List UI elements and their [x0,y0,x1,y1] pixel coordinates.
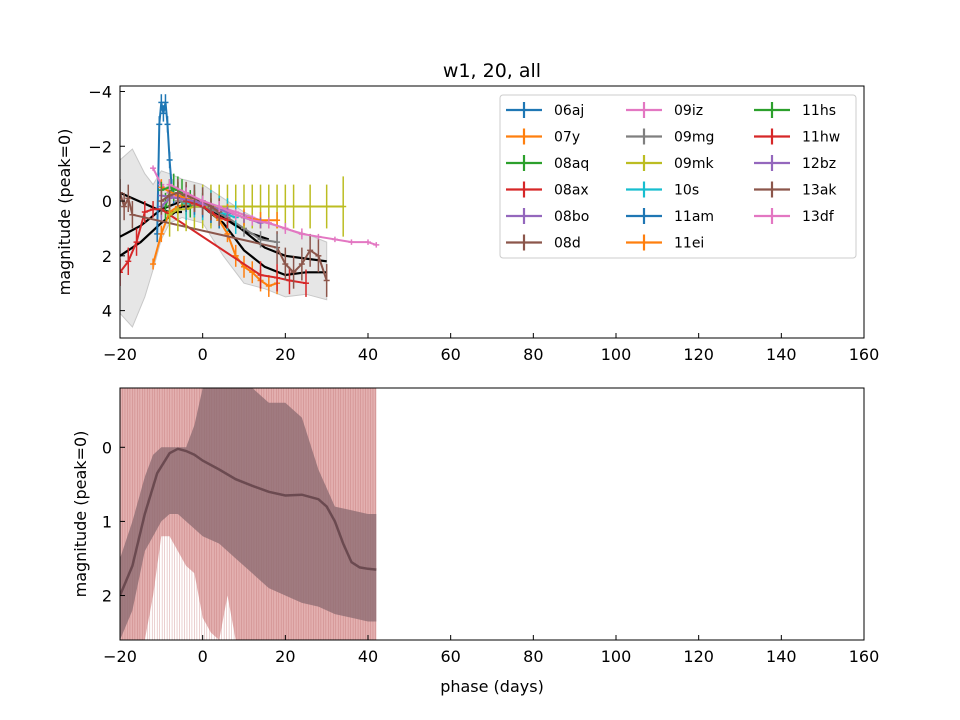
legend-label-08bo: 08bo [554,209,589,225]
legend-label-09iz: 09iz [674,103,703,119]
top-x-tick-label-2: 20 [275,345,295,364]
legend-label-13ak: 13ak [802,183,837,199]
series-06aj [154,94,177,243]
top-x-tick-label-7: 120 [683,345,714,364]
top-x-tick-label-9: 160 [849,345,880,364]
legend-label-11hw: 11hw [802,130,840,146]
legend: 06aj 07y 08aq 08ax 08bo 08d 09iz 09mg 09mk 10s 11a… [499,94,857,259]
top-x-tick-label-4: 60 [440,345,460,364]
legend-item-09iz: 09iz [626,102,703,119]
top-plot-content [120,94,380,328]
bottom-x-tick-label-2: 20 [275,647,295,666]
legend-label-10s: 10s [674,183,699,199]
legend-label-08ax: 08ax [554,183,589,199]
bottom-axes-frame [119,387,865,641]
legend-item-08aq: 08aq [506,155,589,172]
line-08ax [120,208,307,285]
bottom-x-tick-label-6: 100 [601,647,632,666]
series-08ax [120,201,309,297]
series-08d [120,179,330,297]
top-y-tick-label-0: −4 [88,82,112,101]
bottom-mean-curve [120,447,377,596]
top-x-tick-label-8: 140 [766,345,797,364]
top-y-tick-label-2: 0 [102,192,112,211]
legend-label-11hs: 11hs [802,103,836,119]
bottom-x-tick-label-3: 40 [358,647,378,666]
top-mean-curve-0 [120,205,327,277]
legend-item-12bz: 12bz [754,155,836,172]
bottom-y-tick-label-1: 1 [102,512,112,531]
legend-item-08ax: 08ax [506,181,589,199]
bottom-x-tick-label-9: 160 [849,647,880,666]
line-06aj [156,102,175,234]
legend-item-11am: 11am [626,208,714,225]
top-chart-title: w1, 20, all [443,60,541,82]
top-y-tick-label-1: −2 [88,137,112,156]
legend-item-10s: 10s [626,181,699,199]
bottom-plot-area [120,388,377,640]
bottom-x-tick-label-1: 0 [198,647,208,666]
line-07y [152,202,278,288]
legend-item-13ak: 13ak [754,181,837,199]
legend-item-09mg: 09mg [626,128,714,146]
legend-label-09mg: 09mg [674,130,714,146]
legend-item-11hw: 11hw [754,128,840,146]
bottom-axis-ticks: −20 0 20 40 60 80 100 120 140 160 0 1 2 [102,438,879,666]
bottom-y-axis-label: magnitude (peak=0) [71,431,90,598]
series-13df [166,179,305,240]
bottom-x-tick-label-8: 140 [766,647,797,666]
bottom-x-axis-label: phase (days) [440,677,544,696]
bottom-x-tick-label-5: 80 [523,647,543,666]
top-x-tick-label-1: 0 [198,345,208,364]
legend-label-13df: 13df [802,209,835,225]
legend-label-06aj: 06aj [554,103,584,119]
top-x-tick-label-0: −20 [103,345,137,364]
top-y-axis-label: magnitude (peak=0) [55,129,74,296]
legend-label-09mk: 09mk [674,156,714,172]
bottom-plot-content [120,388,377,640]
bottom-x-tick-label-4: 60 [440,647,460,666]
bottom-x-tick-label-0: −20 [103,647,137,666]
top-axes-frame [119,85,865,339]
legend-label-11ei: 11ei [674,236,704,252]
top-y-tick-label-4: 4 [102,302,112,321]
line-11hw [185,200,228,222]
legend-label-07y: 07y [554,130,580,146]
legend-item-11hs: 11hs [754,102,836,119]
legend-item-08d: 08d [506,234,581,252]
line-08d [120,192,328,281]
legend-label-08aq: 08aq [554,156,589,172]
top-x-tick-label-3: 40 [358,345,378,364]
legend-label-08d: 08d [554,236,581,252]
legend-item-06aj: 06aj [506,102,584,119]
legend-item-08bo: 08bo [506,208,589,225]
bottom-x-tick-label-7: 120 [683,647,714,666]
legend-item-11ei: 11ei [626,234,704,252]
line-13ak [160,191,220,213]
legend-item-09mk: 09mk [626,155,714,172]
legend-box [499,94,857,259]
legend-item-13df: 13df [754,208,835,225]
legend-label-11am: 11am [674,209,714,225]
bottom-y-tick-label-0: 0 [102,438,112,457]
line-13df [169,183,303,235]
top-x-tick-label-5: 80 [523,345,543,364]
top-y-tick-label-3: 2 [102,247,112,266]
top-plot-area [120,94,380,328]
series-13ak [158,179,223,226]
legend-item-07y: 07y [506,128,580,146]
bottom-y-tick-label-2: 2 [102,587,112,606]
top-x-tick-label-6: 100 [601,345,632,364]
legend-label-12bz: 12bz [802,156,836,172]
